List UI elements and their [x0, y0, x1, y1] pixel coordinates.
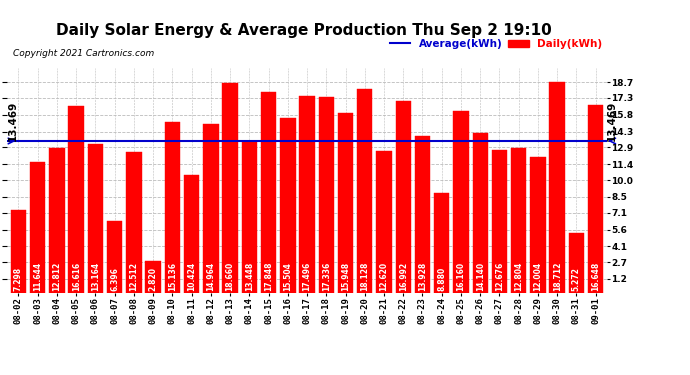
Text: 15.948: 15.948	[341, 262, 350, 291]
Text: 12.004: 12.004	[533, 262, 542, 291]
Text: 14.140: 14.140	[475, 262, 484, 291]
Bar	[549, 82, 565, 292]
Bar	[165, 122, 180, 292]
Text: 16.648: 16.648	[591, 262, 600, 291]
Text: 16.992: 16.992	[399, 262, 408, 291]
Bar	[338, 113, 353, 292]
Bar	[357, 88, 373, 292]
Text: 17.848: 17.848	[264, 262, 273, 291]
Text: 14.964: 14.964	[206, 262, 215, 291]
Bar	[434, 193, 449, 292]
Text: 11.644: 11.644	[33, 262, 42, 291]
Bar	[588, 105, 603, 292]
Bar	[11, 210, 26, 292]
Text: 12.620: 12.620	[380, 262, 388, 291]
Text: 18.660: 18.660	[226, 262, 235, 291]
Bar	[569, 233, 584, 292]
Bar	[511, 148, 526, 292]
Text: 13.164: 13.164	[91, 262, 100, 291]
Bar	[280, 118, 295, 292]
Text: 15.504: 15.504	[284, 262, 293, 291]
Text: 13.469: 13.469	[8, 101, 18, 141]
Bar	[203, 124, 219, 292]
Bar	[473, 134, 488, 292]
Text: 13.469: 13.469	[607, 101, 617, 141]
Text: 13.928: 13.928	[418, 262, 427, 291]
Text: 2.820: 2.820	[148, 267, 157, 291]
Bar	[30, 162, 46, 292]
Bar	[395, 101, 411, 292]
Bar	[299, 96, 315, 292]
Text: 6.396: 6.396	[110, 267, 119, 291]
Bar	[415, 136, 430, 292]
Text: 18.712: 18.712	[553, 262, 562, 291]
Bar	[319, 98, 334, 292]
Text: 10.424: 10.424	[187, 262, 196, 291]
Bar	[146, 261, 161, 292]
Text: Daily Solar Energy & Average Production Thu Sep 2 19:10: Daily Solar Energy & Average Production …	[56, 22, 551, 38]
Text: 17.496: 17.496	[302, 262, 312, 291]
Bar	[126, 152, 141, 292]
Text: 5.272: 5.272	[572, 267, 581, 291]
Text: 12.512: 12.512	[130, 262, 139, 291]
Text: 12.812: 12.812	[52, 262, 61, 291]
Bar	[88, 144, 103, 292]
Bar	[184, 175, 199, 292]
Text: Copyright 2021 Cartronics.com: Copyright 2021 Cartronics.com	[13, 50, 154, 58]
Text: 16.616: 16.616	[72, 262, 81, 291]
Bar	[376, 150, 392, 292]
Text: 12.804: 12.804	[514, 262, 523, 291]
Text: 8.880: 8.880	[437, 267, 446, 291]
Text: 16.160: 16.160	[457, 262, 466, 291]
Text: 12.676: 12.676	[495, 262, 504, 291]
Text: 18.128: 18.128	[360, 262, 369, 291]
Text: 13.448: 13.448	[245, 262, 254, 291]
Bar	[107, 220, 122, 292]
Bar	[261, 92, 276, 292]
Legend: Average(kWh), Daily(kWh): Average(kWh), Daily(kWh)	[390, 39, 602, 49]
Bar	[68, 106, 84, 292]
Bar	[49, 148, 65, 292]
Bar	[453, 111, 469, 292]
Bar	[492, 150, 507, 292]
Bar	[222, 82, 238, 292]
Bar	[241, 141, 257, 292]
Text: 17.336: 17.336	[322, 262, 331, 291]
Bar	[530, 158, 546, 292]
Text: 15.136: 15.136	[168, 262, 177, 291]
Text: 7.298: 7.298	[14, 267, 23, 291]
